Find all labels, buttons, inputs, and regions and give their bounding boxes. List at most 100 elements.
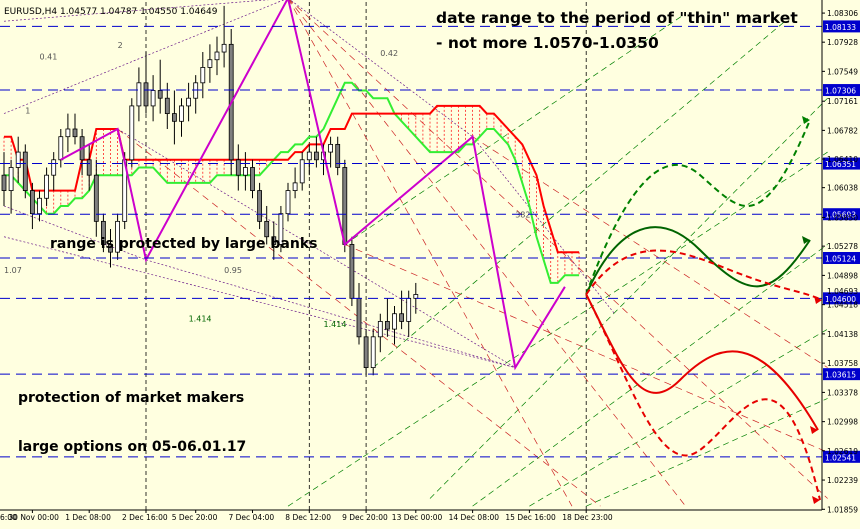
- fib-label: 0.95: [224, 266, 242, 275]
- fib-fan-line: [472, 136, 828, 368]
- level-label-box: [823, 84, 860, 97]
- time-tick-label: 18 Dec 23:00: [562, 513, 613, 522]
- fib-dotted-line: [289, 0, 473, 137]
- forecast-red-dashed-upper: [585, 249, 823, 301]
- candle-body: [342, 167, 348, 245]
- level-label: 1.04600: [825, 295, 856, 304]
- time-tick-label: 2 Dec 16:00: [122, 513, 168, 522]
- fib-label: 382: [515, 211, 530, 220]
- candle-body: [44, 174, 49, 199]
- candle-body: [356, 297, 362, 338]
- candle-body: [51, 159, 57, 176]
- price-tick-label: 1.02239: [827, 476, 858, 485]
- fib-label: 1: [25, 107, 30, 116]
- candle-body: [157, 90, 163, 99]
- candle-body: [406, 297, 412, 322]
- level-label: 1.06351: [825, 160, 856, 169]
- time-tick-label: 30 Nov 00:00: [8, 513, 59, 522]
- fib-label: 0.42: [380, 49, 398, 58]
- candle-body: [242, 167, 248, 176]
- level-label-box: [823, 450, 860, 463]
- candle-body: [101, 220, 106, 245]
- price-tick-label: 1.07161: [827, 97, 858, 106]
- fib-label: 1.07: [4, 266, 22, 275]
- candle-body: [264, 220, 270, 238]
- candle-body: [413, 294, 419, 299]
- candle-body: [377, 321, 383, 338]
- time-tick-label: 9 Dec 20:00: [342, 513, 388, 522]
- candle-body: [58, 136, 64, 161]
- level-label-box: [823, 368, 860, 381]
- fib-dotted-line: [117, 128, 516, 368]
- candle-body: [186, 97, 192, 107]
- forecast-arrowhead: [812, 496, 820, 504]
- annotation-bottom2: large options on 05-06.01.17: [18, 439, 246, 455]
- candle-body: [392, 313, 397, 330]
- forecast-arrowhead: [802, 116, 810, 124]
- forecast-layer: [585, 116, 823, 504]
- candle-body: [250, 167, 255, 191]
- level-label: 1.07306: [825, 87, 856, 96]
- candle-body: [37, 197, 42, 215]
- forecast-green-dashed: [585, 119, 811, 295]
- candle-body: [129, 105, 135, 161]
- time-tick-label: 7 Dec 04:00: [229, 513, 275, 522]
- annotation-bottom1: protection of market makers: [18, 390, 244, 406]
- candles-layer: [1, 5, 419, 376]
- candle-body: [29, 190, 35, 215]
- candle-body: [143, 82, 149, 107]
- symbol-header: EURUSD,H4 1.04577 1.04787 1.04550 1.0464…: [4, 7, 218, 17]
- candle-body: [115, 220, 120, 253]
- time-tick-label: 15 Dec 16:00: [505, 513, 556, 522]
- level-lines-layer: 1.08133 1.07306 1.06351 1.05693 1.05124 1.046…: [0, 20, 860, 463]
- price-tick-label: 1.06782: [827, 126, 858, 135]
- candle-body: [8, 167, 14, 191]
- candle-body: [171, 113, 177, 122]
- current-price-label: 1.04693: [827, 287, 858, 296]
- fib-channel-line: [287, 151, 828, 507]
- candle-body: [285, 190, 291, 215]
- candle-body: [363, 336, 369, 369]
- fib-label: 0.41: [40, 53, 58, 62]
- price-tick-label: 1.05278: [827, 242, 858, 251]
- candle-body: [15, 151, 21, 168]
- level-label: 1.08133: [825, 23, 856, 32]
- candle-body: [235, 159, 241, 176]
- candle-body: [306, 151, 312, 161]
- candle-body: [150, 90, 156, 107]
- time-tick-label: 8 Dec 12:00: [285, 513, 331, 522]
- candle-body: [93, 174, 99, 222]
- level-label-box: [823, 292, 860, 305]
- annotation-top-line1: date range to the period of "thin" marke…: [436, 9, 798, 27]
- fib-fan-line: [344, 244, 828, 453]
- candle-body: [200, 67, 206, 84]
- level-label: 1.02541: [825, 453, 856, 462]
- level-label-box: [823, 20, 860, 33]
- candle-body: [257, 190, 263, 222]
- candle-body: [179, 105, 184, 122]
- forecast-arrowhead: [810, 426, 818, 434]
- price-tick-label: 1.06410: [827, 155, 858, 164]
- forecast-red-dashed-lower: [585, 294, 821, 501]
- level-label-box: [823, 208, 860, 221]
- level-label: 1.03615: [825, 371, 856, 380]
- senkou-span-line: [4, 81, 580, 284]
- candle-body: [335, 143, 341, 168]
- candle-body: [221, 43, 227, 53]
- price-tick-label: 1.03378: [827, 388, 858, 397]
- candle-body: [313, 151, 319, 161]
- candle-body: [136, 82, 142, 107]
- fib-channel-line: [586, 398, 828, 507]
- candle-body: [207, 59, 213, 68]
- price-tick-label: 1.01859: [827, 505, 858, 514]
- candle-body: [108, 244, 113, 253]
- forecast-arrowhead: [802, 236, 810, 244]
- price-tick-label: 1.08306: [827, 9, 858, 18]
- price-tick-label: 1.04518: [827, 301, 858, 310]
- level-label: 1.05693: [825, 211, 856, 220]
- fibonacci-fan-layer: 2 0.41 0.42 1 1.07 0.95 382 1.414 1.414: [3, 0, 828, 507]
